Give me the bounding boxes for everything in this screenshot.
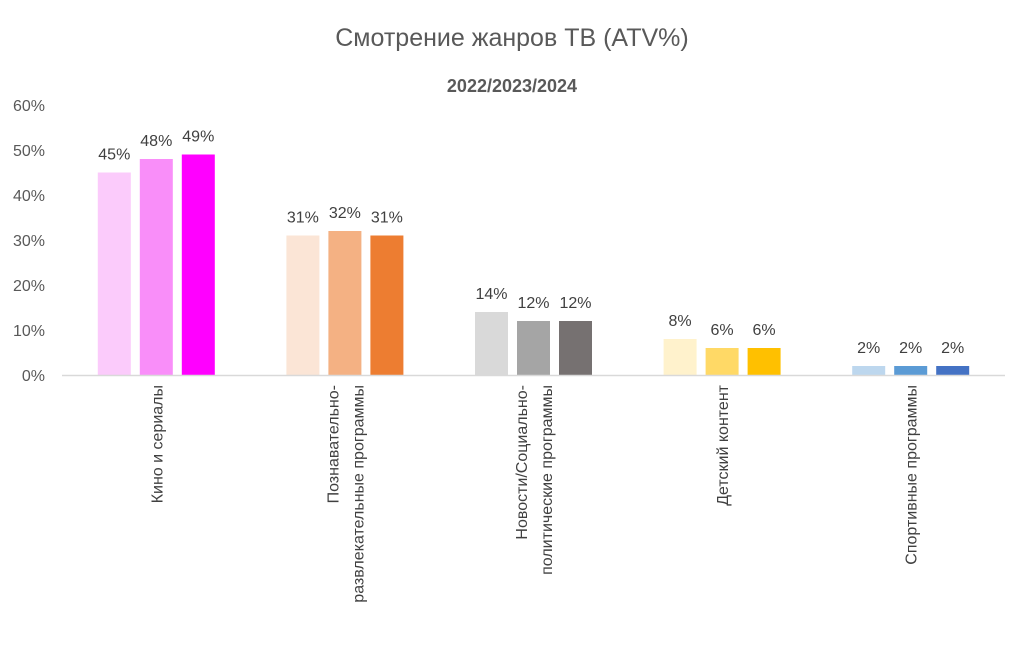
bar	[370, 235, 404, 375]
data-label: 45%	[98, 147, 130, 164]
data-label: 32%	[329, 205, 361, 222]
category-label: Детский контент	[715, 384, 732, 505]
data-label: 14%	[475, 286, 507, 303]
data-label: 2%	[899, 340, 922, 357]
bar	[559, 321, 592, 375]
bar	[852, 366, 886, 375]
bar	[936, 366, 970, 375]
bar	[894, 366, 928, 375]
bar	[97, 172, 131, 375]
bar	[328, 231, 362, 375]
data-label: 8%	[669, 313, 692, 330]
data-label: 48%	[140, 133, 172, 150]
data-label: 6%	[753, 322, 776, 339]
data-label: 31%	[287, 210, 319, 227]
category-label-line: Новости/Социально-	[514, 385, 531, 540]
data-label: 6%	[711, 322, 734, 339]
bar	[181, 154, 215, 375]
category-label-line: Кино и сериалы	[149, 385, 166, 503]
data-label: 12%	[559, 295, 591, 312]
y-tick-label: 50%	[13, 143, 45, 160]
category-label: Новости/Социально-политические программы	[514, 385, 556, 575]
data-label: 2%	[857, 340, 880, 357]
data-label: 12%	[517, 295, 549, 312]
y-tick-label: 30%	[13, 233, 45, 250]
data-label: 31%	[371, 210, 403, 227]
y-tick-label: 40%	[13, 188, 45, 205]
bar	[517, 321, 550, 375]
bar	[663, 339, 697, 375]
bar	[705, 348, 739, 375]
category-label-line: Спортивные программы	[904, 385, 921, 565]
category-label: Кино и сериалы	[149, 385, 166, 503]
y-tick-label: 20%	[13, 278, 45, 295]
category-label-line: Детский контент	[715, 384, 732, 505]
category-label-line: Познавательно-	[325, 385, 342, 503]
chart-title: Смотрение жанров ТВ (ATV%)	[335, 24, 689, 52]
bar	[747, 348, 781, 375]
category-label: Спортивные программы	[904, 385, 921, 565]
chart-subtitle: 2022/2023/2024	[446, 76, 578, 96]
bar	[139, 159, 173, 375]
bar	[475, 312, 508, 375]
y-tick-label: 60%	[13, 98, 45, 115]
data-label: 49%	[182, 129, 214, 146]
bar	[286, 235, 320, 375]
category-label-line: развлекательные программы	[350, 385, 367, 603]
y-tick-label: 10%	[13, 323, 45, 340]
data-label: 2%	[941, 340, 964, 357]
category-label: Познавательно-развлекательные программы	[325, 385, 367, 603]
y-tick-label: 0%	[22, 368, 45, 385]
category-label-line: политические программы	[539, 385, 556, 575]
